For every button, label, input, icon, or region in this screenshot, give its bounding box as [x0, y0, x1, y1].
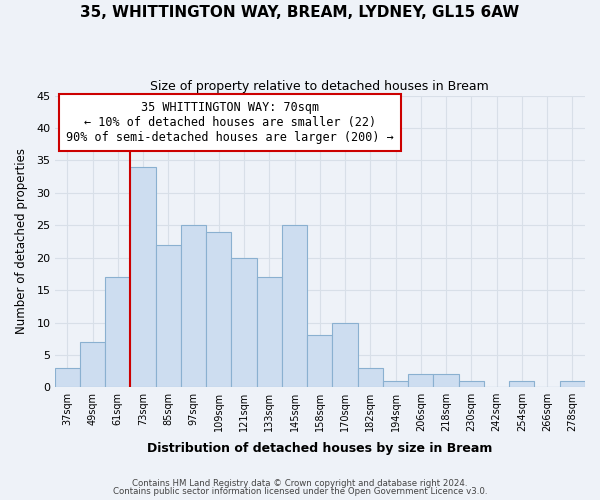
Bar	[55, 368, 80, 388]
Bar	[155, 244, 181, 388]
Bar	[80, 342, 105, 388]
Bar	[206, 232, 232, 388]
Bar	[560, 381, 585, 388]
Bar	[383, 381, 408, 388]
X-axis label: Distribution of detached houses by size in Bream: Distribution of detached houses by size …	[147, 442, 493, 455]
Text: Contains public sector information licensed under the Open Government Licence v3: Contains public sector information licen…	[113, 487, 487, 496]
Title: Size of property relative to detached houses in Bream: Size of property relative to detached ho…	[151, 80, 489, 93]
Bar	[232, 258, 257, 388]
Text: 35 WHITTINGTON WAY: 70sqm
← 10% of detached houses are smaller (22)
90% of semi-: 35 WHITTINGTON WAY: 70sqm ← 10% of detac…	[66, 102, 394, 144]
Text: Contains HM Land Registry data © Crown copyright and database right 2024.: Contains HM Land Registry data © Crown c…	[132, 478, 468, 488]
Bar	[408, 374, 433, 388]
Bar	[509, 381, 535, 388]
Bar	[181, 225, 206, 388]
Bar	[282, 225, 307, 388]
Bar	[105, 277, 130, 388]
Text: 35, WHITTINGTON WAY, BREAM, LYDNEY, GL15 6AW: 35, WHITTINGTON WAY, BREAM, LYDNEY, GL15…	[80, 5, 520, 20]
Bar	[307, 336, 332, 388]
Bar	[358, 368, 383, 388]
Y-axis label: Number of detached properties: Number of detached properties	[15, 148, 28, 334]
Bar	[257, 277, 282, 388]
Bar	[130, 167, 155, 388]
Bar	[459, 381, 484, 388]
Bar	[433, 374, 459, 388]
Bar	[332, 322, 358, 388]
